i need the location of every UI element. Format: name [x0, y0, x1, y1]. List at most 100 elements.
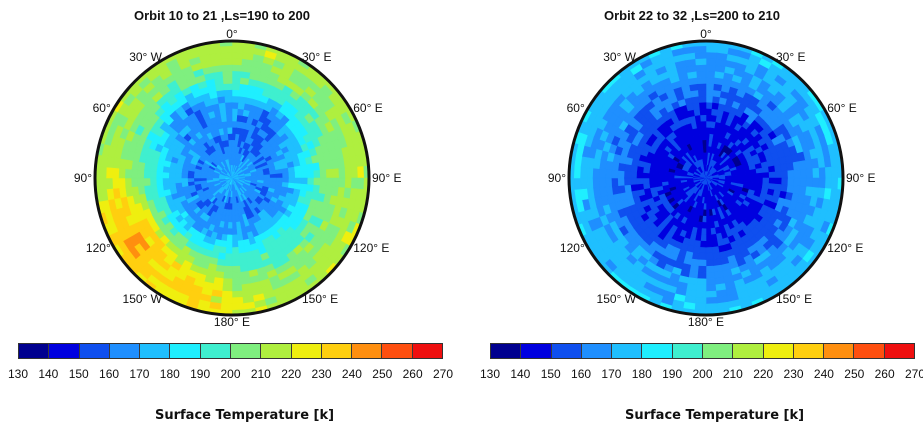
heatmap-cell [768, 177, 776, 185]
heatmap-cell [712, 257, 722, 266]
colorbar-tick-label: 190 [662, 367, 683, 381]
heatmap-cell [573, 166, 582, 179]
colorbar-tick-label: 180 [159, 367, 180, 381]
heatmap-cell [695, 283, 707, 292]
colorbar-tick-label: 230 [783, 367, 804, 381]
colorbar-tick-label: 210 [250, 367, 271, 381]
right-colorbar-label: Surface Temperature [k] [625, 408, 805, 423]
heatmap-cell [611, 169, 619, 179]
heatmap-cell [344, 167, 352, 179]
heatmap-cell [696, 71, 707, 79]
heatmap-cell [225, 108, 233, 116]
heatmap-cell [305, 163, 314, 172]
heatmap-cell [818, 167, 826, 179]
heatmap-cell [700, 233, 707, 242]
angle-label: 30° W [129, 50, 162, 64]
heatmap-cell [811, 177, 820, 189]
heatmap-cell [231, 227, 238, 235]
angle-label: 150° W [597, 292, 637, 306]
heatmap-cell [356, 166, 365, 179]
heatmap-cell [250, 175, 258, 179]
colorbar-segment [702, 344, 734, 358]
colorbar-segment [581, 344, 613, 358]
angle-label: 60° [567, 101, 585, 115]
heatmap-cell [337, 177, 346, 189]
heatmap-cell [618, 162, 627, 172]
heatmap-cell [194, 177, 202, 182]
heatmap-cell [231, 58, 243, 66]
heatmap-cell [710, 233, 718, 241]
heatmap-cell [131, 168, 139, 179]
heatmap-cell [761, 166, 769, 174]
heatmap-cell [231, 77, 242, 85]
heatmap-cell [705, 258, 714, 267]
angle-label: 120° E [353, 241, 389, 255]
heatmap-cell [156, 177, 164, 185]
heatmap-cell [231, 252, 240, 260]
heatmap-cell [755, 172, 763, 179]
heatmap-cell [238, 251, 247, 260]
heatmap-cell [695, 58, 707, 66]
heatmap-cell [705, 221, 711, 229]
heatmap-cell [780, 177, 788, 186]
heatmap-cell [642, 172, 651, 179]
heatmap-cell [231, 71, 242, 79]
heatmap-cell [696, 77, 707, 85]
heatmap-cell [690, 257, 700, 266]
heatmap-cell [786, 170, 795, 179]
heatmap-cell [231, 277, 242, 285]
heatmap-cell [220, 302, 233, 311]
heatmap-cell [697, 83, 707, 91]
right-colorbar [490, 343, 915, 359]
heatmap-cell [231, 233, 238, 242]
heatmap-cell [774, 171, 782, 179]
colorbar-tick-label: 170 [601, 367, 622, 381]
heatmap-cell [704, 165, 707, 173]
heatmap-cell [592, 167, 601, 179]
heatmap-cell [187, 177, 195, 183]
heatmap-cell [231, 215, 237, 223]
heatmap-cell [150, 170, 158, 179]
heatmap-cell [830, 166, 839, 179]
right-map-title: Orbit 22 to 32 ,Ls=200 to 210 [604, 8, 780, 23]
colorbar-tick-label: 130 [479, 367, 501, 381]
heatmap-cell [231, 221, 237, 229]
heatmap-cell [162, 183, 171, 191]
heatmap-cell [337, 167, 346, 179]
heatmap-cell [611, 177, 619, 187]
heatmap-cell [699, 240, 707, 248]
colorbar-segment [19, 344, 50, 358]
heatmap-cell [703, 152, 707, 160]
heatmap-cell [231, 302, 244, 311]
heatmap-cell [221, 58, 233, 66]
colorbar-segment [491, 344, 522, 358]
angle-label: 150° E [776, 292, 812, 306]
heatmap-cell [131, 177, 139, 188]
heatmap-cell [237, 245, 246, 254]
colorbar-tick-label: 250 [844, 367, 865, 381]
heatmap-cell [220, 45, 233, 54]
heatmap-cell [694, 45, 707, 54]
heatmap-cell [236, 227, 243, 235]
colorbar-tick-label: 230 [311, 367, 332, 381]
heatmap-cell [705, 246, 713, 254]
colorbar-segment [551, 344, 582, 358]
heatmap-cell [281, 172, 289, 179]
heatmap-cell [655, 177, 663, 183]
heatmap-cell [799, 168, 807, 179]
heatmap-cell [705, 252, 714, 260]
heatmap-cell [705, 52, 718, 60]
heatmap-cell [695, 121, 702, 129]
heatmap-cell [799, 177, 807, 188]
angle-label: 120° E [827, 241, 863, 255]
heatmap-cell [256, 174, 264, 179]
left-map-panel: Orbit 10 to 21 ,Ls=190 to 200 0° 30° E 60°… [8, 8, 453, 423]
angle-label: 90° [548, 171, 566, 185]
heatmap-cell [287, 172, 296, 179]
heatmap-cell [824, 166, 832, 179]
heatmap-cell [630, 171, 638, 179]
heatmap-cell [705, 114, 712, 123]
heatmap-cell [624, 177, 632, 186]
colorbar-segment [672, 344, 703, 358]
heatmap-cell [231, 196, 235, 204]
